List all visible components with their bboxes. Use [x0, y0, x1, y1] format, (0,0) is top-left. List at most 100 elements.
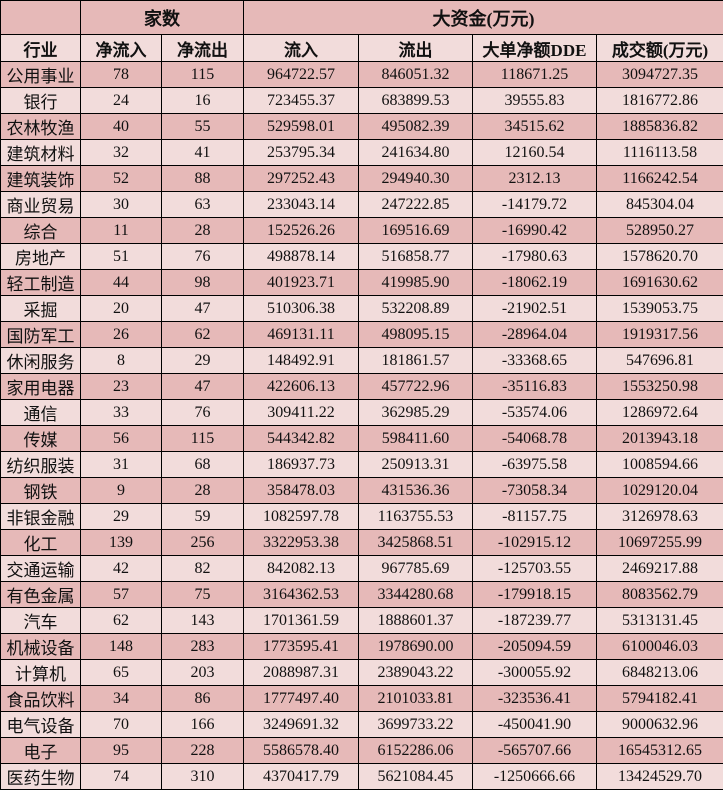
cell-dde-net: -33368.65: [473, 348, 597, 374]
cell-net-inflow-count: 65: [81, 660, 162, 686]
header-group-funds: 大资金(万元): [244, 1, 723, 35]
col-header-industry: 行业: [1, 35, 81, 62]
cell-inflow: 152526.26: [244, 218, 359, 244]
cell-outflow: 683899.53: [359, 88, 473, 114]
cell-net-inflow-count: 51: [81, 244, 162, 270]
cell-inflow: 297252.43: [244, 166, 359, 192]
cell-industry: 钢铁: [1, 478, 81, 504]
cell-inflow: 1701361.59: [244, 608, 359, 634]
cell-outflow: 457722.96: [359, 374, 473, 400]
cell-outflow: 3425868.51: [359, 530, 473, 556]
cell-turnover: 10697255.99: [597, 530, 723, 556]
cell-net-outflow-count: 55: [162, 114, 244, 140]
cell-net-outflow-count: 59: [162, 504, 244, 530]
cell-inflow: 309411.22: [244, 400, 359, 426]
cell-turnover: 1166242.54: [597, 166, 723, 192]
cell-inflow: 233043.14: [244, 192, 359, 218]
cell-industry: 通信: [1, 400, 81, 426]
cell-outflow: 247222.85: [359, 192, 473, 218]
cell-industry: 传媒: [1, 426, 81, 452]
cell-net-outflow-count: 283: [162, 634, 244, 660]
cell-industry: 公用事业: [1, 62, 81, 88]
cell-turnover: 528950.27: [597, 218, 723, 244]
cell-turnover: 1008594.66: [597, 452, 723, 478]
cell-net-inflow-count: 23: [81, 374, 162, 400]
cell-inflow: 1777497.40: [244, 686, 359, 712]
cell-net-outflow-count: 203: [162, 660, 244, 686]
header-blank: [1, 1, 81, 35]
cell-industry: 有色金属: [1, 582, 81, 608]
cell-industry: 汽车: [1, 608, 81, 634]
cell-net-inflow-count: 139: [81, 530, 162, 556]
cell-net-outflow-count: 76: [162, 244, 244, 270]
cell-inflow: 4370417.79: [244, 764, 359, 790]
cell-industry: 医药生物: [1, 764, 81, 790]
cell-net-outflow-count: 256: [162, 530, 244, 556]
cell-turnover: 1885836.82: [597, 114, 723, 140]
cell-turnover: 6848213.06: [597, 660, 723, 686]
cell-dde-net: -81157.75: [473, 504, 597, 530]
header-group-count: 家数: [81, 1, 244, 35]
cell-net-outflow-count: 29: [162, 348, 244, 374]
cell-net-outflow-count: 76: [162, 400, 244, 426]
cell-dde-net: -187239.77: [473, 608, 597, 634]
cell-industry: 机械设备: [1, 634, 81, 660]
cell-outflow: 6152286.06: [359, 738, 473, 764]
cell-net-inflow-count: 32: [81, 140, 162, 166]
cell-inflow: 842082.13: [244, 556, 359, 582]
cell-net-outflow-count: 82: [162, 556, 244, 582]
cell-outflow: 250913.31: [359, 452, 473, 478]
cell-industry: 银行: [1, 88, 81, 114]
cell-inflow: 498878.14: [244, 244, 359, 270]
cell-turnover: 16545312.65: [597, 738, 723, 764]
header-group-row: 家数 大资金(万元): [1, 1, 723, 35]
header-columns-row: 行业 净流入 净流出 流入 流出 大单净额DDE 成交额(万元): [1, 35, 723, 62]
cell-net-inflow-count: 24: [81, 88, 162, 114]
cell-net-outflow-count: 75: [162, 582, 244, 608]
cell-dde-net: -102915.12: [473, 530, 597, 556]
cell-turnover: 13424529.70: [597, 764, 723, 790]
cell-net-inflow-count: 74: [81, 764, 162, 790]
cell-dde-net: -73058.34: [473, 478, 597, 504]
cell-turnover: 9000632.96: [597, 712, 723, 738]
cell-turnover: 1116113.58: [597, 140, 723, 166]
cell-dde-net: -300055.92: [473, 660, 597, 686]
cell-inflow: 253795.34: [244, 140, 359, 166]
cell-turnover: 2013943.18: [597, 426, 723, 452]
cell-inflow: 529598.01: [244, 114, 359, 140]
cell-inflow: 3249691.32: [244, 712, 359, 738]
cell-industry: 房地产: [1, 244, 81, 270]
col-header-net-outflow-count: 净流出: [162, 35, 244, 62]
cell-turnover: 1286972.64: [597, 400, 723, 426]
cell-industry: 休闲服务: [1, 348, 81, 374]
cell-inflow: 469131.11: [244, 322, 359, 348]
cell-net-outflow-count: 143: [162, 608, 244, 634]
cell-inflow: 723455.37: [244, 88, 359, 114]
col-header-turnover: 成交额(万元): [597, 35, 723, 62]
cell-industry: 计算机: [1, 660, 81, 686]
cell-outflow: 1978690.00: [359, 634, 473, 660]
cell-outflow: 241634.80: [359, 140, 473, 166]
cell-inflow: 3322953.38: [244, 530, 359, 556]
cell-industry: 轻工制造: [1, 270, 81, 296]
cell-outflow: 3699733.22: [359, 712, 473, 738]
cell-industry: 电子: [1, 738, 81, 764]
cell-turnover: 1553250.98: [597, 374, 723, 400]
col-header-net-inflow-count: 净流入: [81, 35, 162, 62]
cell-net-inflow-count: 148: [81, 634, 162, 660]
cell-outflow: 169516.69: [359, 218, 473, 244]
